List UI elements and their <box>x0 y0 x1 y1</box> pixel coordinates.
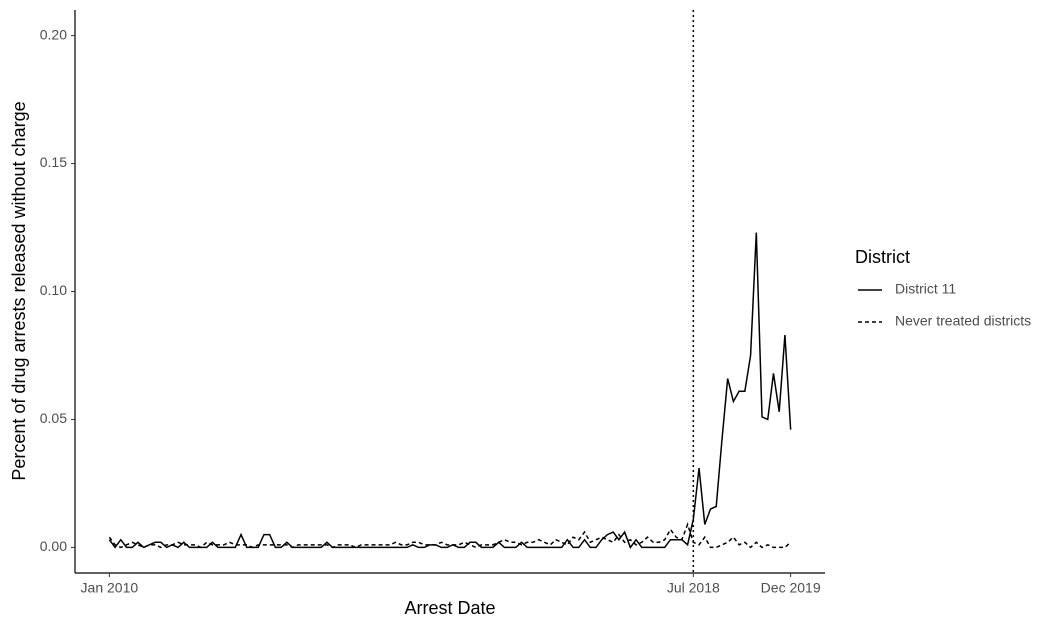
legend-label: District 11 <box>895 281 956 297</box>
x-tick-label: Dec 2019 <box>761 580 821 596</box>
x-tick-label: Jul 2018 <box>667 580 720 596</box>
x-axis-label: Arrest Date <box>404 598 495 618</box>
y-tick-label: 0.15 <box>40 154 67 170</box>
series-line <box>108 522 792 549</box>
y-tick-label: 0.05 <box>40 410 67 426</box>
legend-title: District <box>855 247 910 267</box>
legend-label: Never treated districts <box>895 313 1031 329</box>
y-tick-label: 0.20 <box>40 26 67 42</box>
y-tick-label: 0.10 <box>40 282 67 298</box>
series-line <box>108 232 792 549</box>
y-tick-label: 0.00 <box>40 538 67 554</box>
y-axis-label: Percent of drug arrests released without… <box>9 101 29 480</box>
x-tick-label: Jan 2010 <box>81 580 139 596</box>
